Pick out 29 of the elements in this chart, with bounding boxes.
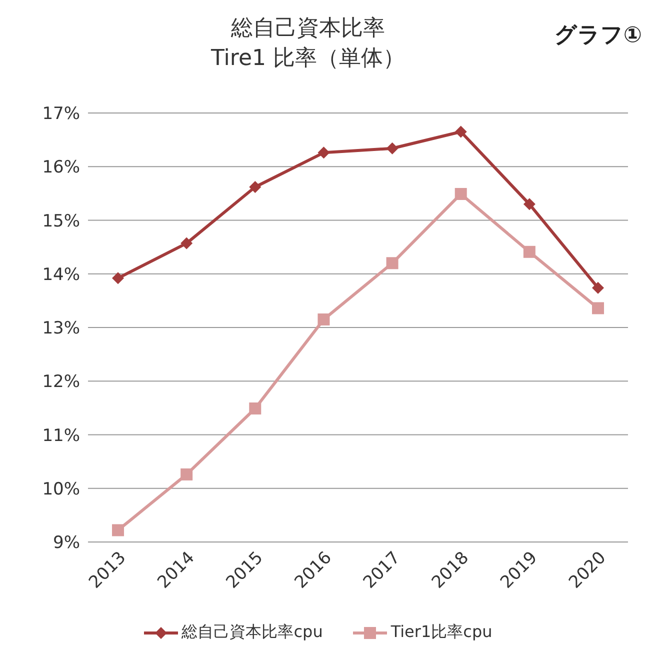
y-tick-label: 10% — [42, 479, 80, 500]
point — [386, 142, 398, 154]
point — [180, 468, 193, 480]
point — [592, 282, 604, 294]
y-tick-label: 14% — [42, 264, 80, 285]
chart-title: 総自己資本比率 Tire1 比率（単体） — [210, 15, 406, 73]
y-tick-label: 13% — [42, 318, 80, 339]
y-tick-label: 9% — [53, 533, 80, 554]
text: グラフ① — [554, 22, 642, 50]
point — [249, 402, 262, 414]
legend-label: Tier1比率cpu — [390, 622, 492, 643]
point — [454, 188, 467, 200]
y-tick-label: 16% — [42, 158, 80, 178]
y-tick-label: 17% — [42, 104, 80, 124]
point — [523, 246, 536, 258]
point — [386, 257, 398, 270]
point — [112, 272, 124, 284]
y-tick-label: 15% — [42, 211, 80, 232]
y-tick-label: 12% — [42, 372, 80, 392]
point — [318, 146, 330, 159]
point — [180, 237, 193, 250]
point — [454, 126, 467, 138]
point — [112, 524, 124, 536]
point — [318, 313, 330, 326]
legend-label: 総自己資本比率cpu — [182, 622, 323, 643]
point — [523, 198, 536, 210]
y-tick-label: 11% — [42, 426, 80, 446]
point — [592, 302, 604, 314]
point — [249, 181, 262, 194]
